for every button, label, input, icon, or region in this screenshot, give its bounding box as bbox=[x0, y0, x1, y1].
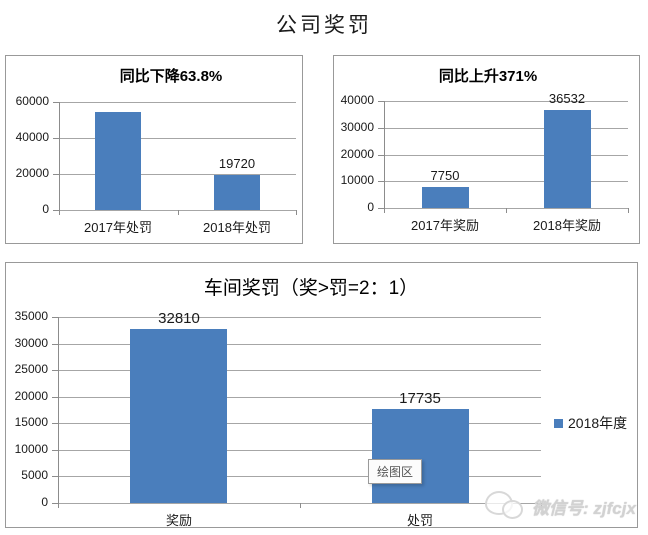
y-tick-label: 40000 bbox=[15, 130, 49, 144]
gridline bbox=[59, 210, 296, 211]
x-axis-label: 处罚 bbox=[406, 513, 433, 528]
x-axis-tick bbox=[506, 208, 507, 213]
bar-奖励[interactable] bbox=[130, 329, 227, 503]
chart-legend[interactable]: 2018年度 bbox=[554, 413, 627, 433]
y-tick-label: 20000 bbox=[15, 166, 49, 180]
gridline bbox=[59, 174, 296, 175]
y-axis-tick bbox=[52, 476, 58, 477]
gridline bbox=[384, 101, 628, 102]
gridline bbox=[58, 476, 541, 477]
y-axis-tick bbox=[52, 450, 58, 451]
x-axis-label: 2018年处罚 bbox=[203, 220, 271, 235]
gridline bbox=[384, 128, 628, 129]
y-axis-tick bbox=[378, 155, 384, 156]
y-axis-tick bbox=[378, 208, 384, 209]
x-axis-label: 2017年处罚 bbox=[84, 220, 152, 235]
page-title: 公司奖罚 bbox=[276, 14, 372, 37]
y-tick-label: 60000 bbox=[15, 94, 49, 108]
bar-value-label: 7750 bbox=[430, 168, 460, 183]
bar-value-label: 32810 bbox=[158, 310, 200, 327]
legend-swatch bbox=[554, 418, 563, 428]
y-tick-label: 30000 bbox=[340, 120, 374, 134]
y-axis-line bbox=[58, 317, 59, 508]
x-axis-label: 2018年奖励 bbox=[533, 218, 601, 233]
x-axis-tick bbox=[178, 210, 179, 215]
gridline bbox=[58, 397, 541, 398]
x-axis-label: 2017年奖励 bbox=[411, 218, 479, 233]
y-axis-tick bbox=[52, 344, 58, 345]
chart-title: 同比上升371% bbox=[438, 68, 538, 85]
y-axis-tick bbox=[378, 128, 384, 129]
y-axis-tick bbox=[53, 210, 59, 211]
bar-2018年处罚[interactable] bbox=[214, 175, 260, 210]
chart-panel-company-penalty: 同比下降63.8% 0 20000 40000 60000 2017年处罚 19720 20… bbox=[5, 55, 303, 244]
y-tick-label: 20000 bbox=[14, 389, 48, 403]
chart-panel-company-reward: 同比上升371% 0 10000 20000 30000 40000 7750 2017年奖… bbox=[333, 55, 640, 244]
bar-处罚[interactable] bbox=[372, 409, 469, 503]
chart-title: 同比下降63.8% bbox=[119, 68, 223, 85]
y-tick-label: 20000 bbox=[340, 147, 374, 161]
y-axis-line bbox=[384, 101, 385, 213]
x-axis-tick bbox=[628, 208, 629, 213]
y-tick-label: 35000 bbox=[14, 309, 48, 323]
bar-value-label: 19720 bbox=[218, 156, 256, 171]
y-tick-label: 0 bbox=[367, 200, 374, 214]
bar-2018年奖励[interactable] bbox=[544, 110, 591, 208]
y-tick-label: 0 bbox=[42, 202, 49, 216]
y-tick-label: 40000 bbox=[340, 93, 374, 107]
x-axis-tick bbox=[384, 208, 385, 213]
y-tick-label: 0 bbox=[41, 495, 48, 509]
y-tick-label: 10000 bbox=[14, 442, 48, 456]
y-tick-label: 30000 bbox=[14, 336, 48, 350]
y-axis-tick bbox=[53, 174, 59, 175]
bar-value-label: 17735 bbox=[399, 390, 441, 407]
y-axis-tick bbox=[52, 423, 58, 424]
y-axis-tick bbox=[52, 317, 58, 318]
gridline bbox=[58, 370, 541, 371]
gridline bbox=[58, 450, 541, 451]
x-axis-label: 奖励 bbox=[165, 513, 192, 528]
x-axis-tick bbox=[541, 503, 542, 508]
y-axis-tick bbox=[52, 370, 58, 371]
watermark-text: 微信号: zjfcjx bbox=[532, 498, 636, 518]
y-tick-label: 15000 bbox=[14, 415, 48, 429]
y-axis-tick bbox=[53, 102, 59, 103]
y-axis-tick bbox=[53, 138, 59, 139]
y-axis-tick bbox=[378, 181, 384, 182]
legend-label: 2018年度 bbox=[568, 415, 628, 431]
y-axis-tick bbox=[378, 101, 384, 102]
gridline bbox=[58, 423, 541, 424]
bar-2017年处罚[interactable] bbox=[95, 112, 141, 210]
gridline bbox=[384, 181, 628, 182]
gridline bbox=[58, 317, 541, 318]
gridline bbox=[384, 155, 628, 156]
chart-title: 车间奖罚（奖>罚=2：1） bbox=[203, 278, 419, 299]
wechat-icon bbox=[484, 488, 526, 524]
x-axis-tick bbox=[58, 503, 59, 508]
y-axis-tick bbox=[52, 503, 58, 504]
gridline bbox=[59, 102, 296, 103]
x-axis-tick bbox=[296, 210, 297, 215]
y-tick-label: 10000 bbox=[340, 173, 374, 187]
y-tick-label: 5000 bbox=[21, 468, 48, 482]
gridline bbox=[58, 344, 541, 345]
gridline bbox=[59, 138, 296, 139]
x-axis-tick bbox=[59, 210, 60, 215]
chart-panel-workshop: 车间奖罚（奖>罚=2：1） 2018年度 绘图区 0 5000 10000 15000… bbox=[5, 262, 638, 528]
watermark: 微信号: zjfcjx bbox=[484, 486, 646, 526]
bar-value-label: 36532 bbox=[548, 91, 586, 106]
gridline bbox=[58, 503, 541, 504]
y-tick-label: 25000 bbox=[14, 362, 48, 376]
bar-2017年奖励[interactable] bbox=[422, 187, 469, 208]
y-axis-tick bbox=[52, 397, 58, 398]
x-axis-tick bbox=[300, 503, 301, 508]
plot-area-tooltip: 绘图区 bbox=[368, 459, 423, 484]
y-axis-line bbox=[59, 102, 60, 215]
